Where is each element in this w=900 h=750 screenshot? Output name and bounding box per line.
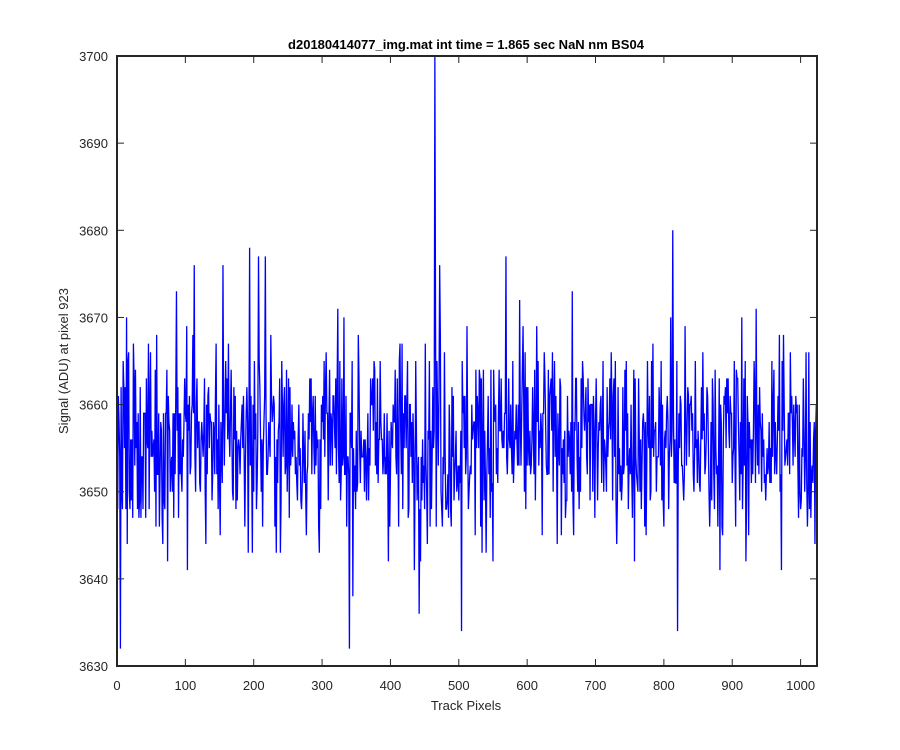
x-tick-label: 800 [653, 678, 675, 693]
x-tick-label: 1000 [786, 678, 815, 693]
x-tick-label: 100 [175, 678, 197, 693]
x-tick-label: 300 [311, 678, 333, 693]
y-axis: 3630 3640 3650 3660 3670 3680 3690 3700 [79, 49, 817, 674]
chart-title: d20180414077_img.mat int time = 1.865 se… [288, 37, 645, 52]
x-axis: 0 100 200 300 400 500 600 700 800 900 1000 [113, 56, 815, 693]
plot-area [116, 55, 818, 667]
y-axis-label: Signal (ADU) at pixel 923 [56, 288, 71, 434]
x-tick-label: 0 [113, 678, 120, 693]
y-tick-label: 3700 [79, 49, 108, 64]
y-tick-label: 3680 [79, 223, 108, 238]
x-tick-label: 400 [380, 678, 402, 693]
x-tick-label: 700 [585, 678, 607, 693]
y-tick-label: 3670 [79, 310, 108, 325]
series-line [117, 55, 818, 649]
y-tick-label: 3640 [79, 572, 108, 587]
x-tick-label: 200 [243, 678, 265, 693]
y-tick-label: 3630 [79, 659, 108, 674]
x-tick-label: 900 [721, 678, 743, 693]
x-tick-label: 600 [516, 678, 538, 693]
axes-box [116, 55, 818, 667]
y-tick-label: 3650 [79, 485, 108, 500]
x-tick-label: 500 [448, 678, 470, 693]
x-axis-label: Track Pixels [431, 698, 502, 713]
y-tick-label: 3690 [79, 136, 108, 151]
y-tick-label: 3660 [79, 398, 108, 413]
